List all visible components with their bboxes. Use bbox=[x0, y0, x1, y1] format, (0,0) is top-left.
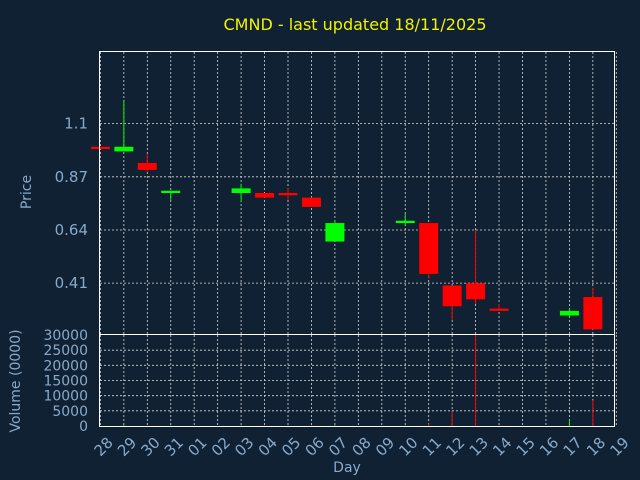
x-axis-label: Day bbox=[333, 460, 361, 476]
price-tick-label-1: 0.64 bbox=[55, 221, 88, 239]
candle-body-12 bbox=[466, 283, 486, 300]
candle-body-3 bbox=[161, 190, 181, 193]
price-tick-label-3: 1.1 bbox=[64, 115, 88, 133]
x-tick-label-18: 15 bbox=[513, 434, 539, 460]
grid-layer bbox=[100, 52, 617, 426]
candle-body-10 bbox=[419, 223, 439, 274]
x-tick-label-16: 13 bbox=[466, 434, 492, 460]
volume-tick-label-3: 15000 bbox=[43, 374, 88, 390]
candle-body-5 bbox=[255, 193, 275, 198]
x-tick-label-19: 16 bbox=[536, 434, 562, 460]
x-tick-label-21: 18 bbox=[583, 434, 609, 460]
price-axis-label: Price bbox=[19, 175, 35, 209]
volume-layer bbox=[123, 335, 594, 426]
x-tick-label-10: 07 bbox=[325, 434, 351, 460]
volume-panel-frame bbox=[99, 334, 615, 427]
volume-tick-label-2: 10000 bbox=[43, 389, 88, 405]
candle-body-1 bbox=[114, 146, 134, 152]
candle-body-4 bbox=[231, 188, 251, 193]
candle-layer bbox=[90, 100, 603, 330]
candle-body-0 bbox=[90, 146, 110, 150]
price-tick-label-2: 0.87 bbox=[55, 168, 88, 186]
candle-body-11 bbox=[442, 285, 462, 307]
price-tick-label-0: 0.41 bbox=[55, 274, 88, 292]
x-tick-label-4: 01 bbox=[184, 434, 210, 460]
candle-body-8 bbox=[325, 223, 345, 242]
volume-tick-label-4: 20000 bbox=[43, 358, 88, 374]
volume-axis-label: Volume (0000) bbox=[8, 329, 24, 432]
volume-tick-label-6: 30000 bbox=[43, 328, 88, 344]
volume-tick-label-0: 0 bbox=[79, 419, 88, 435]
chart-title: CMND - last updated 18/11/2025 bbox=[224, 15, 487, 34]
candle-body-6 bbox=[278, 193, 298, 196]
candle-body-15 bbox=[583, 297, 603, 330]
candle-body-7 bbox=[301, 197, 321, 207]
x-tick-label-6: 03 bbox=[231, 434, 257, 460]
x-tick-label-2: 30 bbox=[137, 434, 163, 460]
x-tick-label-11: 08 bbox=[348, 434, 374, 460]
x-tick-label-0: 28 bbox=[91, 434, 117, 460]
x-tick-label-5: 02 bbox=[208, 434, 234, 460]
candle-body-14 bbox=[559, 310, 579, 316]
x-tick-label-13: 10 bbox=[395, 434, 421, 460]
x-tick-label-20: 17 bbox=[560, 434, 586, 460]
x-tick-label-3: 31 bbox=[161, 434, 187, 460]
x-tick-label-7: 04 bbox=[255, 434, 281, 460]
x-tick-label-14: 11 bbox=[419, 434, 445, 460]
x-tick-label-15: 12 bbox=[442, 434, 468, 460]
candle-body-2 bbox=[137, 162, 157, 170]
tick-layer: 2829303101020304050607080910111213141516… bbox=[43, 115, 632, 460]
x-tick-label-9: 06 bbox=[302, 434, 328, 460]
x-tick-label-12: 09 bbox=[372, 434, 398, 460]
x-tick-label-22: 19 bbox=[606, 434, 632, 460]
volume-tick-label-5: 25000 bbox=[43, 343, 88, 359]
x-tick-label-17: 14 bbox=[489, 434, 515, 460]
candle-body-9 bbox=[395, 220, 415, 224]
candle-body-13 bbox=[489, 308, 509, 311]
x-tick-label-1: 29 bbox=[114, 434, 140, 460]
x-tick-label-8: 05 bbox=[278, 434, 304, 460]
volume-tick-label-1: 5000 bbox=[52, 404, 88, 420]
